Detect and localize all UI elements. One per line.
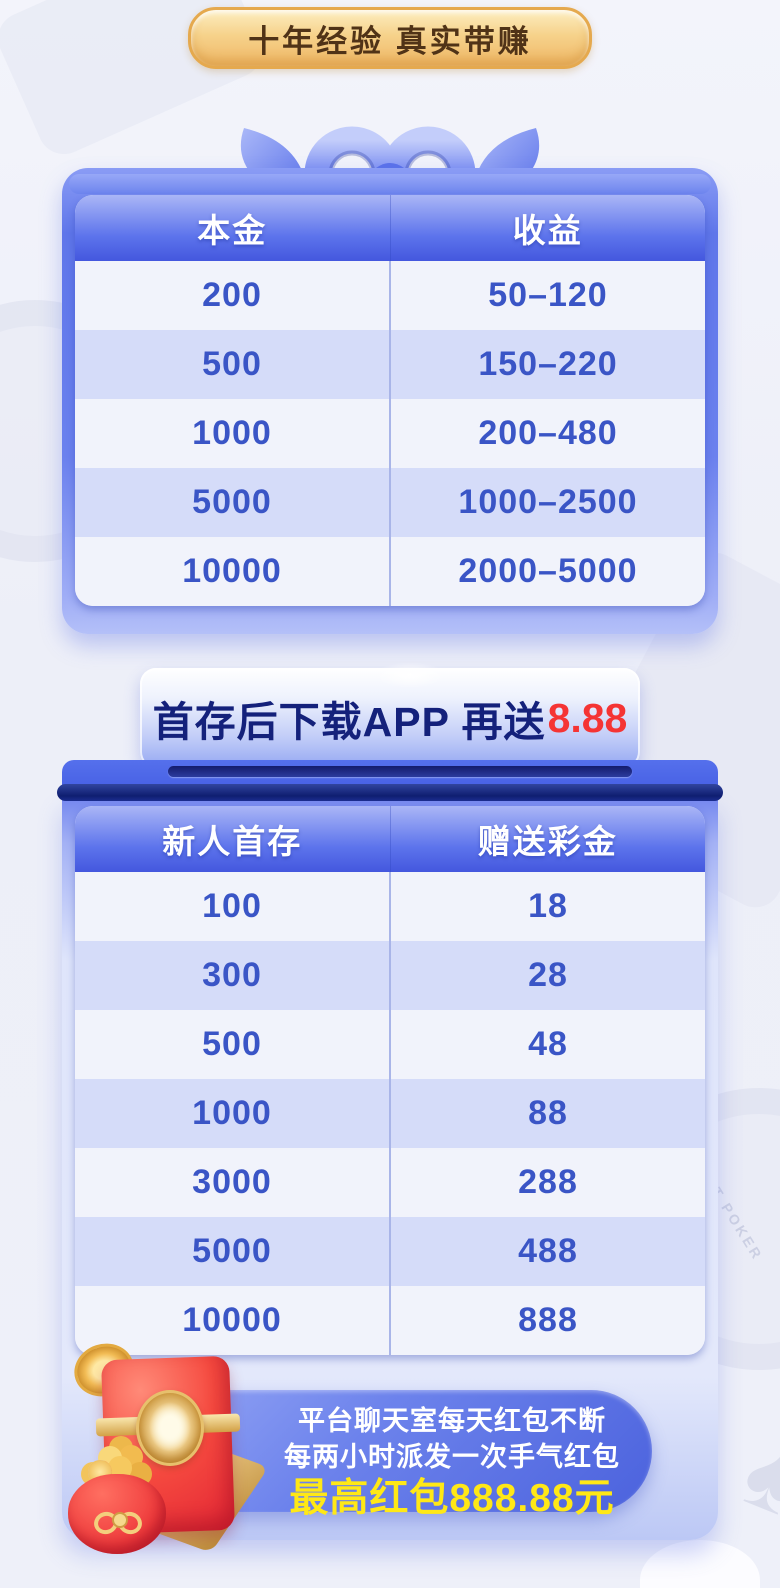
table-row: 1000 200–480 — [75, 399, 705, 468]
table-row: 10000 2000–5000 — [75, 537, 705, 606]
profit-value: 1000–2500 — [389, 468, 705, 537]
bonus-value: 488 — [389, 1217, 705, 1286]
promo-highlight: 最高红包888.88元 — [289, 1477, 615, 1520]
bonus-value: 288 — [389, 1148, 705, 1217]
profit-value: 200–480 — [389, 399, 705, 468]
deposit-value: 3000 — [192, 1163, 272, 1201]
table-row: 300 28 — [75, 941, 705, 1010]
bonus-value: 18 — [389, 872, 705, 941]
experience-badge-label: 十年经验 真实带赚 — [248, 23, 532, 59]
deposit-value: 100 — [202, 887, 262, 925]
bonus-value: 88 — [389, 1079, 705, 1148]
money-bag-icon — [68, 1458, 168, 1556]
deposit-value: 1000 — [192, 1094, 272, 1132]
header-bonus: 赠送彩金 — [389, 806, 706, 872]
deposit-value: 5000 — [192, 1232, 272, 1270]
table-row: 500 150–220 — [75, 330, 705, 399]
deposit-table: 新人首存 赠送彩金 100 18 300 28 500 48 1000 88 3… — [62, 798, 718, 1554]
header-profit: 收益 — [389, 195, 706, 261]
box-lid-slot — [168, 766, 632, 777]
principal-value: 500 — [202, 345, 262, 383]
gold-bow-knot — [112, 1512, 128, 1528]
deposit-value: 500 — [202, 1025, 262, 1063]
table-row: 500 48 — [75, 1010, 705, 1079]
principal-value: 1000 — [192, 414, 272, 452]
table-row: 3000 288 — [75, 1148, 705, 1217]
profit-value: 150–220 — [389, 330, 705, 399]
table-row: 10000 888 — [75, 1286, 705, 1355]
profit-table: 本金 收益 200 50–120 500 150–220 1000 200–48… — [62, 168, 718, 634]
deposit-table-header: 新人首存 赠送彩金 — [75, 806, 705, 872]
bonus-value: 28 — [389, 941, 705, 1010]
principal-value: 200 — [202, 276, 262, 314]
promo-line-2: 每两小时派发一次手气红包 — [284, 1442, 620, 1472]
promo-line-1: 平台聊天室每天红包不断 — [298, 1406, 606, 1436]
profit-table-inner: 本金 收益 200 50–120 500 150–220 1000 200–48… — [75, 195, 705, 606]
deposit-value: 10000 — [182, 1301, 282, 1339]
deposit-value: 300 — [202, 956, 262, 994]
bonus-value: 888 — [389, 1286, 705, 1355]
experience-badge: 十年经验 真实带赚 — [188, 7, 592, 69]
box-lid-bar — [57, 784, 723, 801]
bonus-value: 48 — [389, 1010, 705, 1079]
principal-value: 5000 — [192, 483, 272, 521]
table-row: 1000 88 — [75, 1079, 705, 1148]
app-download-banner[interactable]: 首存后下载APP 再送 8.88 — [140, 662, 640, 768]
table-row: 200 50–120 — [75, 261, 705, 330]
background-shape — [640, 1540, 760, 1588]
app-banner-bonus: 8.88 — [547, 694, 628, 741]
deposit-table-inner: 新人首存 赠送彩金 100 18 300 28 500 48 1000 88 3… — [75, 806, 705, 1355]
app-banner-text: 首存后下载APP 再送 — [152, 699, 546, 745]
header-deposit: 新人首存 — [162, 823, 303, 860]
table-row: 5000 488 — [75, 1217, 705, 1286]
profit-value: 50–120 — [389, 261, 705, 330]
profit-value: 2000–5000 — [389, 537, 705, 606]
principal-value: 10000 — [182, 552, 282, 590]
table-row: 5000 1000–2500 — [75, 468, 705, 537]
gold-seal-icon — [136, 1390, 204, 1466]
red-envelope-icon — [67, 1336, 269, 1554]
spade-watermark-icon: ♠ — [729, 1418, 780, 1537]
table-row: 100 18 — [75, 872, 705, 941]
profit-table-header: 本金 收益 — [75, 195, 705, 261]
header-principal: 本金 — [197, 212, 268, 249]
